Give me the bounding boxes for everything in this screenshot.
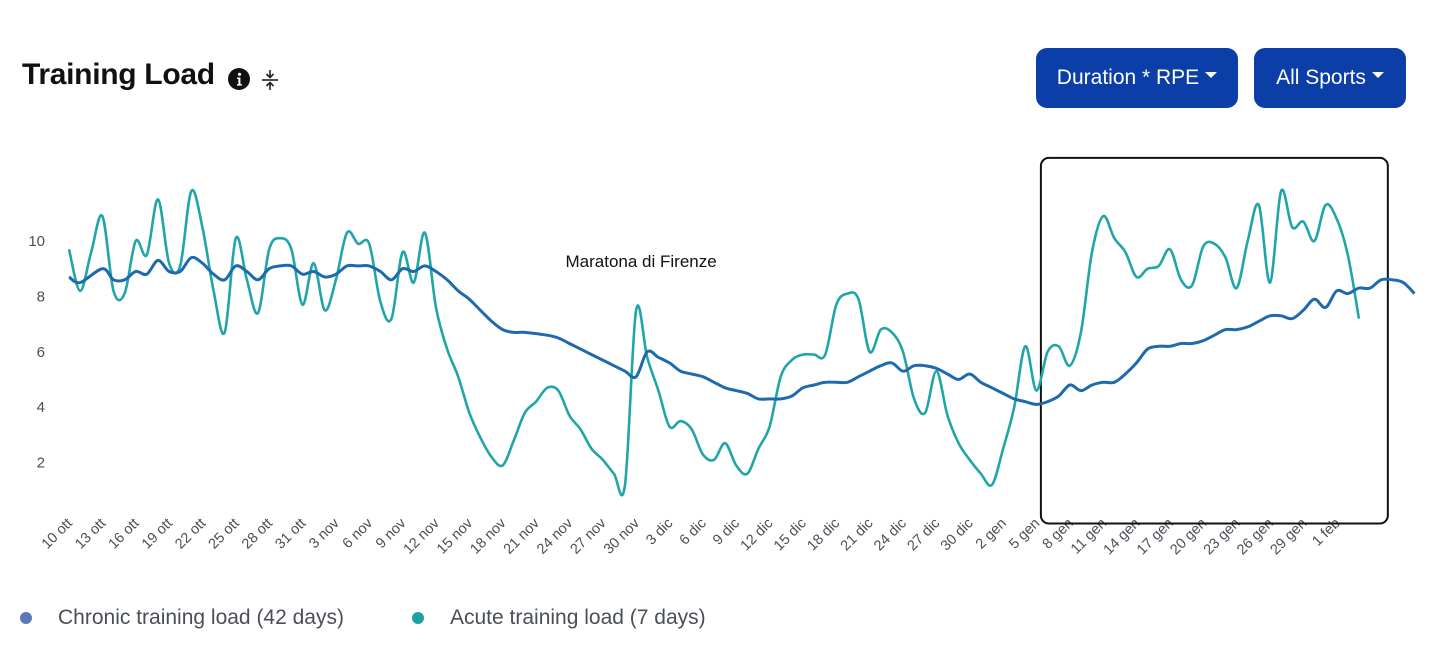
series-line-chronic	[68, 255, 1416, 406]
x-tick-label: 6 nov	[340, 515, 377, 552]
x-tick-label: 21 dic	[838, 516, 877, 555]
annotation-label: Maratona di Firenze	[566, 252, 717, 271]
sport-dropdown-button[interactable]: All Sports	[1254, 48, 1406, 108]
x-tick-label: 6 dic	[677, 516, 710, 549]
x-tick-label: 18 nov	[467, 515, 510, 558]
x-tick-label: 27 dic	[905, 516, 944, 555]
highlight-box	[1039, 156, 1389, 525]
x-tick-label: 12 nov	[401, 515, 444, 558]
x-tick-label: 29 gen	[1267, 516, 1310, 559]
x-tick-label: 22 ott	[172, 516, 209, 553]
legend-label-chronic: Chronic training load (42 days)	[58, 606, 344, 629]
x-tick-label: 12 dic	[738, 516, 777, 555]
x-tick-label: 26 gen	[1234, 516, 1277, 559]
chevron-down-icon	[1371, 72, 1384, 78]
metric-dropdown-label: Duration * RPE	[1056, 66, 1200, 89]
x-tick-label: 19 ott	[139, 516, 176, 553]
x-tick-label: 25 ott	[206, 516, 243, 553]
x-tick-label: 30 nov	[601, 515, 644, 558]
metric-dropdown-button[interactable]: Duration * RPE	[1036, 48, 1238, 108]
x-tick-label: 15 dic	[771, 516, 810, 555]
series-line-acute	[67, 188, 1361, 497]
legend-item-chronic[interactable]: Chronic training load (42 days)	[20, 606, 344, 630]
x-tick-label: 3 nov	[306, 515, 343, 552]
y-tick-label: 8	[37, 288, 45, 305]
x-tick-label: 27 nov	[567, 515, 610, 558]
x-tick-label: 3 dic	[643, 516, 676, 549]
x-tick-label: 28 ott	[239, 516, 276, 553]
legend-dot-chronic	[20, 612, 32, 624]
x-tick-label: 14 gen	[1101, 516, 1144, 559]
collapse-icon[interactable]	[260, 68, 280, 92]
x-tick-label: 20 gen	[1167, 516, 1210, 559]
y-tick-label: 2	[37, 455, 45, 472]
legend-label-acute: Acute training load (7 days)	[450, 606, 706, 629]
x-tick-label: 16 ott	[106, 516, 143, 553]
x-tick-label: 21 nov	[501, 515, 544, 558]
x-tick-label: 24 dic	[871, 516, 910, 555]
x-tick-label: 2 gen	[973, 516, 1010, 553]
y-tick-label: 4	[37, 399, 45, 416]
legend-dot-acute	[412, 612, 424, 624]
page-title: Training Load	[22, 58, 215, 91]
x-tick-label: 24 nov	[534, 515, 577, 558]
info-icon[interactable]	[228, 68, 250, 90]
x-tick-label: 1 feb	[1309, 516, 1343, 550]
x-tick-label: 23 gen	[1201, 516, 1244, 559]
chevron-down-icon	[1205, 72, 1218, 78]
y-tick-label: 10	[28, 233, 45, 250]
x-tick-label: 18 dic	[804, 516, 843, 555]
x-tick-label: 13 ott	[72, 516, 109, 553]
x-tick-label: 30 dic	[938, 516, 977, 555]
x-tick-label: 5 gen	[1006, 516, 1043, 553]
x-tick-label: 10 ott	[39, 516, 76, 553]
x-tick-label: 15 nov	[434, 515, 477, 558]
sport-dropdown-label: All Sports	[1276, 66, 1366, 89]
x-tick-label: 31 ott	[272, 516, 309, 553]
y-tick-label: 6	[37, 344, 45, 361]
legend-item-acute[interactable]: Acute training load (7 days)	[412, 606, 706, 630]
x-tick-label: 17 gen	[1134, 516, 1177, 559]
